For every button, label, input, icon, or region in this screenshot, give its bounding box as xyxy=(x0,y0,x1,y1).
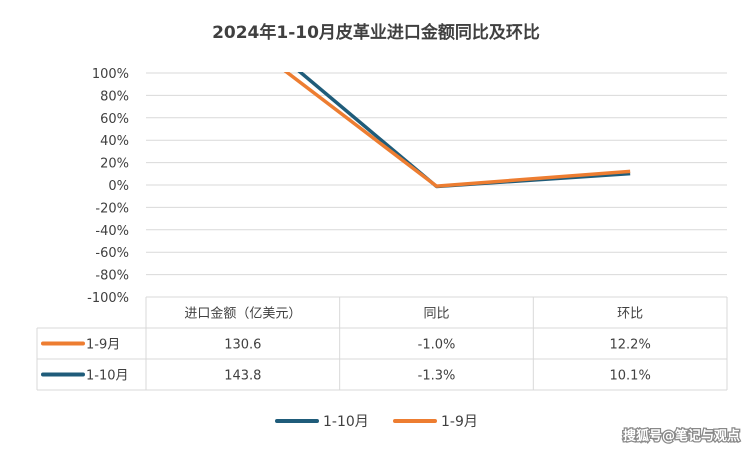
table-category-header: 进口金额（亿美元） xyxy=(184,306,301,322)
y-tick-label: -100% xyxy=(87,291,129,306)
table-cell-value: 10.1% xyxy=(610,369,651,384)
y-tick-label: 100% xyxy=(92,67,129,82)
y-tick-label: 20% xyxy=(100,157,129,172)
table-series-name: 1-10月 xyxy=(86,369,129,384)
y-tick-label: 80% xyxy=(100,89,129,104)
table-cell-value: 130.6 xyxy=(224,338,261,353)
table-category-header: 同比 xyxy=(423,307,449,322)
y-tick-label: 60% xyxy=(100,112,129,127)
watermark: 搜狐号@笔记与观点 xyxy=(622,427,742,446)
data-table: 进口金额（亿美元） 同比 环比 1-9月 130.6 -1.0% 12.2% 1-10月 143… xyxy=(36,297,728,391)
gridlines xyxy=(146,72,727,298)
series-lines xyxy=(283,72,631,189)
table-cell-value: -1.0% xyxy=(418,338,456,353)
y-tick-label: 40% xyxy=(100,134,129,149)
chart-title: 2024年1-10月皮革业进口金额同比及环比 xyxy=(212,22,540,43)
table-series-name: 1-9月 xyxy=(86,338,120,353)
legend-label: 1-9月 xyxy=(441,414,478,430)
y-tick-label: -20% xyxy=(95,201,129,216)
y-tick-label: -80% xyxy=(95,269,129,284)
table-cell-value: -1.3% xyxy=(418,369,456,384)
legend-label: 1-10月 xyxy=(323,414,369,430)
series-line xyxy=(283,72,631,188)
legend[interactable]: 1-10月 1-9月 xyxy=(275,414,478,430)
table-cell-value: 143.8 xyxy=(224,369,261,384)
table-category-header: 环比 xyxy=(617,307,643,322)
y-axis-tick-labels: 100% 80% 60% 40% 20% 0% -20% -40% -60% -80% -100% xyxy=(87,67,129,306)
y-tick-label: -60% xyxy=(95,246,129,261)
watermark-text: 搜狐号@笔记与观点 xyxy=(623,428,740,444)
y-tick-label: -40% xyxy=(95,224,129,239)
table-cell-value: 12.2% xyxy=(610,338,651,353)
y-tick-label: 0% xyxy=(108,179,129,194)
